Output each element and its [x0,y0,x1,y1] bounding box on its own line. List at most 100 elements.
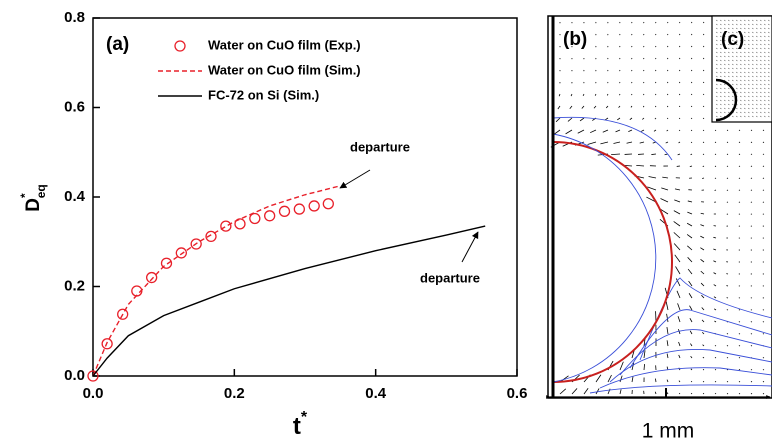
vector [751,23,754,26]
vector [719,95,722,98]
vector [763,107,766,110]
vector [713,284,717,287]
vector [751,99,754,102]
vector [731,23,734,26]
vector [743,35,746,38]
vector [679,33,681,36]
vector [751,75,754,78]
vector [759,27,762,30]
vector [700,212,705,215]
vector [743,31,746,34]
vector [666,93,669,96]
vector [646,196,657,203]
vector [690,93,693,96]
vector [747,91,750,94]
vector [743,55,746,58]
vector [678,141,681,144]
vector [759,67,762,70]
vector [759,31,762,34]
vector [667,33,669,36]
vector [751,19,754,22]
bubble-contour [552,133,657,383]
vector [735,59,738,62]
x-tick-label: 0.2 [224,385,245,402]
vector [731,79,734,82]
vector [679,45,681,48]
vector [762,129,765,131]
vector [719,83,722,86]
x-tick-label: 0.6 [507,385,528,402]
vector [666,129,669,132]
vector [677,316,681,323]
vector [583,388,589,395]
vector [726,357,729,359]
vector [723,39,726,42]
vector [569,105,573,110]
vector [767,91,770,94]
vector [755,87,758,90]
vector [719,47,722,50]
vector [643,364,645,371]
vector [700,258,705,263]
vector [727,23,730,26]
vector [735,67,738,70]
vector [640,129,645,132]
vector [747,35,750,38]
vector [747,19,750,22]
vector [587,141,597,145]
vector [727,79,730,82]
vector [553,129,561,135]
vector [755,71,758,74]
vector [735,47,738,50]
y-title-sup: * [18,193,32,198]
y-axis-title: D* eq [18,184,48,211]
vector [713,260,717,263]
vector [678,81,681,84]
vector [762,381,765,383]
vector [727,35,730,38]
vector [677,153,681,156]
vector [767,39,770,42]
vector [691,33,693,36]
vector [759,75,762,78]
vector [738,153,741,155]
vector [723,35,726,38]
vector [702,380,705,383]
vector [674,188,681,191]
vector [767,47,770,50]
vector [767,87,770,90]
vector [731,47,734,50]
vector [665,300,669,311]
vector [674,254,681,263]
vector [743,83,746,86]
vector [759,19,762,22]
vector [739,43,742,46]
annotation-arrow [461,231,479,263]
y-tick-label: 0.8 [64,9,85,26]
vector [743,91,746,94]
vector [619,375,623,383]
vector [719,55,722,58]
vector [743,95,746,98]
vector [738,165,741,167]
vector [654,391,657,395]
vector [678,341,681,347]
vector [739,99,742,102]
vector [727,47,730,50]
vector [759,115,762,118]
vector [689,318,693,323]
vector [714,141,717,144]
vector [751,111,754,114]
vector [715,111,718,114]
vector [702,356,705,359]
vector [735,27,738,30]
vector [719,107,722,110]
vector [759,23,762,26]
vector [606,93,609,96]
vector [747,27,750,30]
vector [600,141,609,145]
vector [727,51,730,54]
inset-field [715,19,770,118]
annotation: departure [420,270,480,285]
vector [715,91,718,94]
